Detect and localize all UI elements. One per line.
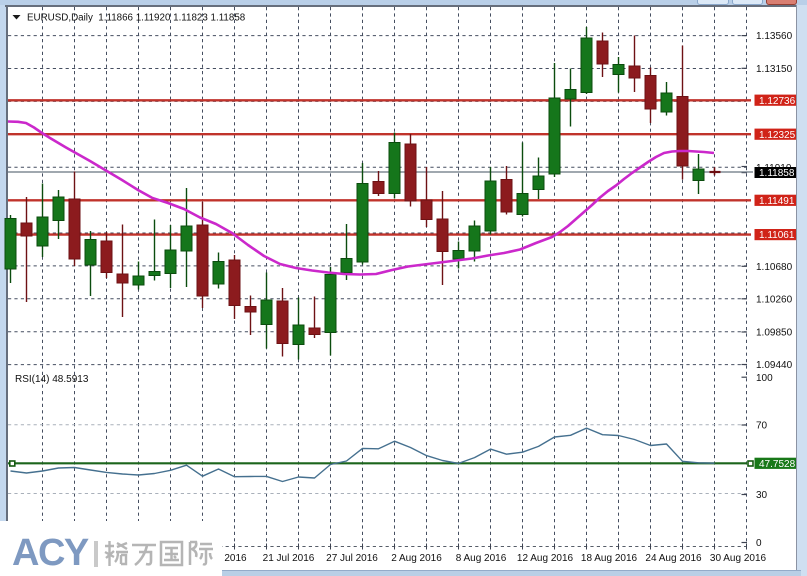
svg-text:30 Aug 2016: 30 Aug 2016 (710, 553, 767, 564)
svg-text:27 Jul 2016: 27 Jul 2016 (326, 553, 378, 564)
svg-text:1.10260: 1.10260 (756, 294, 793, 305)
svg-text:70: 70 (756, 421, 768, 432)
svg-text:1.13560: 1.13560 (756, 31, 793, 42)
svg-text:24 Aug 2016: 24 Aug 2016 (645, 553, 702, 564)
svg-text:EURUSD,Daily 1.11866 1.11920: EURUSD,Daily 1.11866 1.11920 1.11823 1.1… (27, 13, 246, 24)
svg-text:18 Aug 2016: 18 Aug 2016 (581, 553, 638, 564)
svg-text:1.11858: 1.11858 (759, 168, 795, 179)
svg-text:1.12736: 1.12736 (759, 96, 796, 107)
svg-text:1.09440: 1.09440 (756, 360, 793, 371)
svg-text:12 Aug 2016: 12 Aug 2016 (517, 553, 574, 564)
svg-text:2016: 2016 (224, 553, 247, 564)
svg-text:8 Aug 2016: 8 Aug 2016 (456, 553, 507, 564)
svg-text:47.7528: 47.7528 (759, 459, 796, 470)
svg-text:21 Jul 2016: 21 Jul 2016 (263, 553, 315, 564)
svg-text:2 Aug 2016: 2 Aug 2016 (391, 553, 442, 564)
svg-text:0: 0 (756, 538, 762, 549)
svg-text:1.11061: 1.11061 (759, 230, 795, 241)
svg-text:1.10680: 1.10680 (756, 262, 793, 273)
svg-text:1.09850: 1.09850 (756, 328, 793, 339)
svg-text:100: 100 (756, 373, 773, 384)
svg-text:30: 30 (756, 490, 768, 501)
svg-text:RSI(14) 48.5913: RSI(14) 48.5913 (15, 374, 89, 385)
svg-text:1.11491: 1.11491 (759, 196, 795, 207)
svg-text:1.12325: 1.12325 (759, 130, 796, 141)
svg-text:1.13150: 1.13150 (756, 64, 793, 75)
